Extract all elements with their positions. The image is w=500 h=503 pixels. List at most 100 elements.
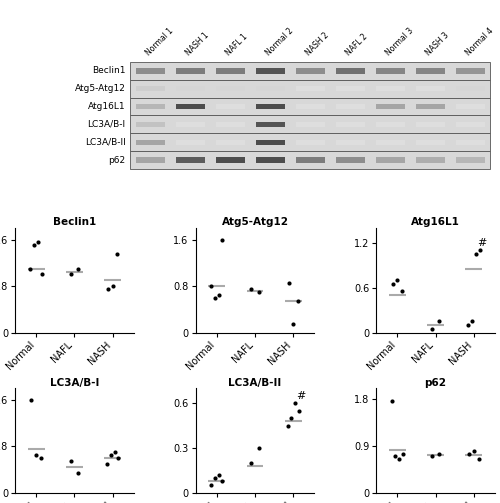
Text: NAFL 1: NAFL 1	[224, 32, 249, 57]
Bar	[376, 157, 404, 163]
Title: LC3A/B-I: LC3A/B-I	[50, 378, 99, 387]
Title: Atg5-Atg12: Atg5-Atg12	[222, 217, 288, 227]
Bar	[296, 122, 324, 127]
Point	[30, 241, 38, 249]
Point	[464, 321, 472, 329]
Bar	[376, 86, 404, 92]
Bar	[256, 157, 284, 163]
Point	[110, 448, 118, 456]
Bar	[456, 122, 484, 127]
Point	[207, 481, 215, 489]
Bar	[336, 157, 364, 163]
Text: Atg16L1: Atg16L1	[88, 102, 126, 111]
Text: NASH 2: NASH 2	[304, 31, 330, 57]
Point	[214, 291, 222, 299]
Point	[114, 454, 122, 462]
Title: p62: p62	[424, 378, 446, 387]
Point	[295, 407, 303, 415]
Bar	[130, 98, 490, 116]
Bar	[296, 139, 324, 145]
Point	[474, 455, 482, 463]
Bar	[296, 68, 324, 73]
Bar	[336, 68, 364, 73]
Point	[211, 474, 219, 482]
Bar	[336, 104, 364, 109]
Bar	[136, 122, 164, 127]
Point	[104, 285, 112, 293]
Bar	[256, 139, 284, 145]
Bar	[376, 139, 404, 145]
Bar	[296, 86, 324, 92]
Point	[247, 459, 255, 467]
Point	[468, 317, 476, 325]
Point	[436, 317, 444, 325]
Text: Normal 2: Normal 2	[264, 26, 295, 57]
Point	[108, 282, 116, 290]
Point	[103, 460, 111, 468]
Bar	[416, 139, 444, 145]
Bar	[336, 86, 364, 92]
Text: p62: p62	[108, 155, 126, 164]
Text: NASH 1: NASH 1	[184, 31, 210, 57]
Bar	[376, 122, 404, 127]
Bar	[256, 122, 284, 127]
Point	[284, 422, 292, 430]
Bar	[256, 104, 284, 109]
Bar	[456, 139, 484, 145]
Point	[218, 235, 226, 243]
Bar	[336, 139, 364, 145]
Point	[428, 325, 436, 333]
Point	[34, 238, 42, 246]
Bar	[216, 68, 244, 73]
Text: Normal 3: Normal 3	[384, 26, 415, 57]
Point	[466, 450, 473, 458]
Point	[32, 451, 40, 459]
Bar	[216, 86, 244, 92]
Bar	[416, 86, 444, 92]
Bar	[416, 122, 444, 127]
Point	[394, 276, 402, 284]
Bar	[216, 139, 244, 145]
Bar	[256, 86, 284, 92]
Point	[291, 399, 299, 407]
Title: Atg16L1: Atg16L1	[411, 217, 460, 227]
Bar	[176, 86, 204, 92]
Point	[470, 447, 478, 455]
Text: NAFL 2: NAFL 2	[344, 32, 369, 57]
Point	[207, 282, 215, 290]
Point	[395, 455, 403, 463]
Bar	[416, 68, 444, 73]
Text: LC3A/B-II: LC3A/B-II	[84, 138, 126, 147]
Text: #: #	[296, 391, 306, 401]
Point	[26, 265, 34, 273]
Point	[66, 271, 74, 279]
Bar	[136, 68, 164, 73]
Bar	[296, 104, 324, 109]
Bar	[456, 104, 484, 109]
Point	[288, 414, 296, 422]
Point	[218, 477, 226, 485]
Bar	[176, 122, 204, 127]
Point	[74, 265, 82, 273]
Point	[392, 452, 400, 460]
Text: #: #	[477, 238, 486, 248]
Bar	[456, 157, 484, 163]
Point	[472, 250, 480, 258]
Bar	[216, 157, 244, 163]
Point	[255, 444, 263, 452]
Text: Beclin1: Beclin1	[92, 66, 126, 75]
Point	[38, 271, 46, 279]
Bar	[216, 104, 244, 109]
Point	[290, 320, 298, 328]
Bar	[456, 86, 484, 92]
Bar	[296, 157, 324, 163]
Bar	[136, 157, 164, 163]
Bar	[130, 62, 490, 80]
Point	[388, 280, 396, 288]
Point	[66, 457, 74, 465]
Bar	[176, 157, 204, 163]
Point	[255, 288, 263, 296]
Bar	[130, 80, 490, 98]
Point	[399, 450, 407, 458]
Bar	[136, 139, 164, 145]
